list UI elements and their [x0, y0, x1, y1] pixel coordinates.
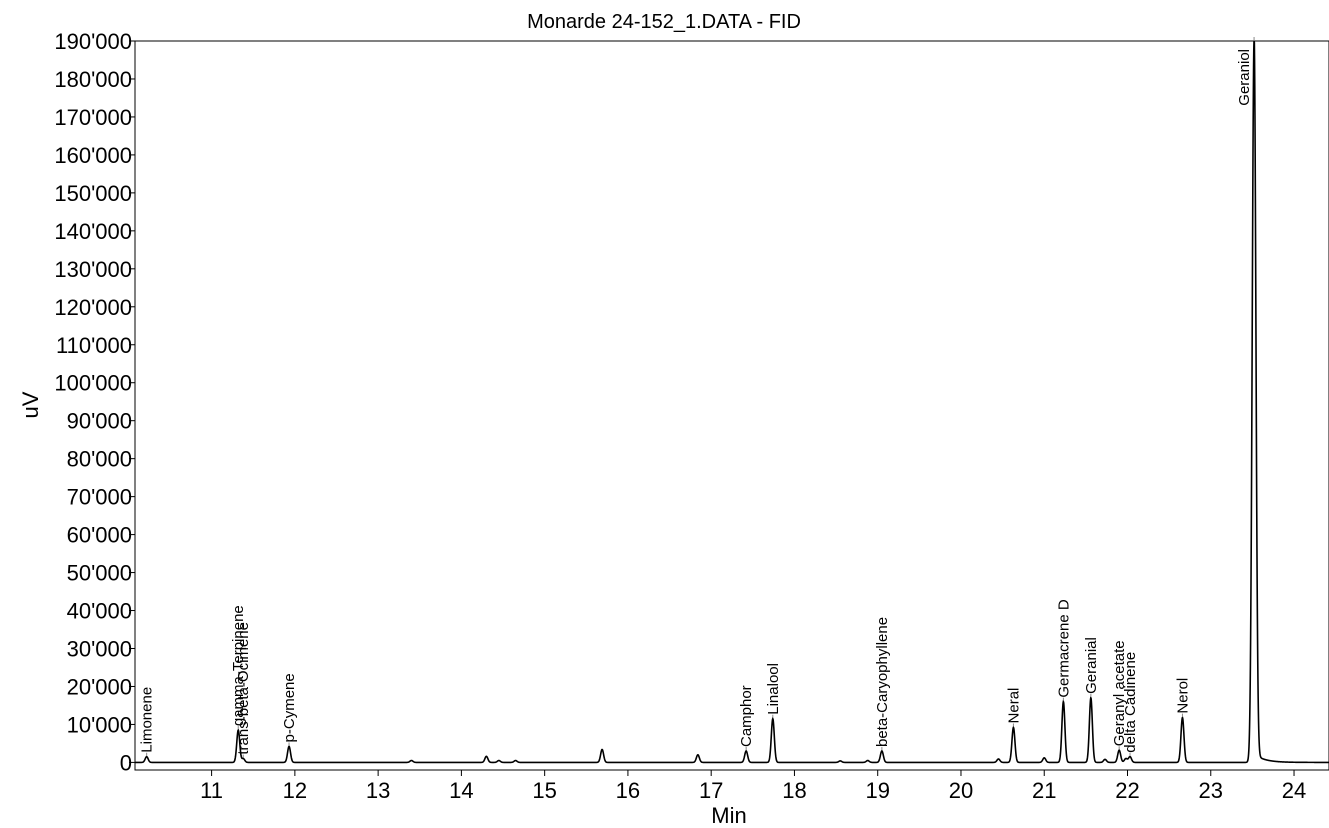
x-tick-label: 20: [949, 778, 973, 803]
y-axis-ticks: 0 10'000 20'000 30'000 40'000 50'000 60'000 70'…: [54, 29, 135, 775]
y-tick-label: 150'000: [54, 181, 132, 206]
fid-signal-trace: [135, 40, 1329, 764]
peak-label: Neral: [1005, 688, 1022, 724]
x-tick-label: 16: [616, 778, 640, 803]
y-tick-label: 170'000: [54, 105, 132, 130]
chart-title: Monarde 24-152_1.DATA - FID: [527, 11, 801, 33]
x-tick-label: 15: [532, 778, 556, 803]
y-tick-label: 130'000: [54, 257, 132, 282]
y-tick-label: 80'000: [67, 447, 132, 472]
peak-label: Geranyl acetate: [1111, 640, 1128, 746]
y-axis-label: uV: [18, 391, 43, 418]
x-tick-label: 11: [200, 778, 223, 803]
peak-label: gamma-Terpinene: [230, 605, 247, 726]
x-tick-label: 19: [865, 778, 889, 803]
y-tick-label: 190'000: [54, 29, 132, 54]
peak-label: Camphor: [738, 685, 755, 747]
peak-label: Geraniol: [1236, 49, 1253, 106]
x-tick-label: 14: [449, 778, 473, 803]
y-tick-label: 40'000: [67, 599, 132, 624]
peak-label: Limonene: [139, 687, 156, 753]
x-axis-label: Min: [711, 803, 746, 828]
y-tick-label: 0: [120, 750, 132, 775]
y-tick-label: 30'000: [67, 637, 132, 662]
plot-area: [134, 40, 1329, 771]
y-tick-label: 100'000: [54, 371, 132, 396]
y-tick-label: 160'000: [54, 143, 132, 168]
peak-label: Germacrene D: [1055, 599, 1072, 698]
y-tick-label: 50'000: [67, 561, 132, 586]
y-tick-label: 10'000: [67, 712, 132, 737]
y-tick-label: 180'000: [54, 67, 132, 92]
peak-label: beta-Caryophyllene: [874, 617, 891, 747]
x-tick-label: 21: [1032, 778, 1056, 803]
peak-labels: Limonene gamma-Terpinenetrans-beta-Ocimen…: [139, 37, 1255, 759]
x-tick-label: 13: [366, 778, 390, 803]
x-tick-label: 22: [1115, 778, 1139, 803]
x-tick-label: 24: [1282, 778, 1306, 803]
peak-label: Linalool: [765, 663, 782, 715]
y-tick-label: 60'000: [67, 523, 132, 548]
x-tick-label: 23: [1199, 778, 1223, 803]
x-tick-label: 18: [782, 778, 806, 803]
peak-label: trans-beta-Ocimene: [235, 622, 252, 755]
peak-label: p-Cymene: [281, 673, 298, 742]
y-tick-label: 120'000: [54, 295, 132, 320]
peak-label: Nerol: [1174, 678, 1191, 714]
y-tick-label: 90'000: [67, 409, 132, 434]
y-tick-label: 110'000: [56, 333, 132, 358]
plot-frame: [134, 40, 1329, 771]
peak-label: Geranial: [1083, 637, 1100, 694]
x-axis-ticks: 11 12 13 14 15 16 17 18 19 20 21 22 23 24: [200, 770, 1306, 803]
y-tick-label: 140'000: [54, 219, 132, 244]
peak-label: delta Cadinene: [1122, 652, 1139, 753]
x-tick-label: 17: [699, 778, 723, 803]
y-tick-label: 20'000: [67, 674, 132, 699]
x-tick-label: 12: [283, 778, 307, 803]
y-tick-label: 70'000: [67, 485, 132, 510]
